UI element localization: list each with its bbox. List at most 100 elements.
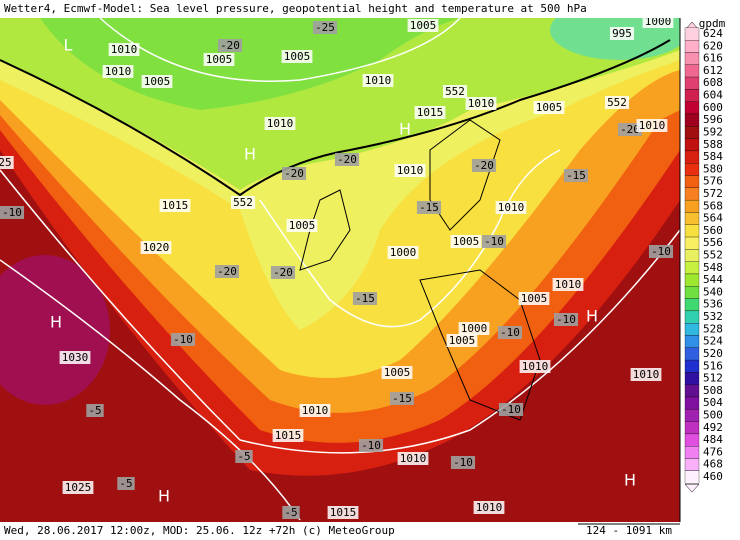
legend-swatch bbox=[684, 212, 700, 225]
temperature-label-box bbox=[553, 313, 579, 326]
isobar-label: 1005 bbox=[449, 334, 476, 347]
legend-label: 484 bbox=[703, 433, 723, 446]
temperature-label: -20 bbox=[337, 153, 357, 166]
legend-swatch bbox=[684, 347, 700, 361]
temperature-label-box bbox=[312, 21, 338, 34]
pressure-center-label: L bbox=[64, 36, 73, 55]
legend-swatch bbox=[684, 199, 700, 213]
isobar-label: 1010 bbox=[397, 164, 424, 177]
legend-swatch bbox=[684, 433, 700, 447]
isobar-label-box bbox=[450, 235, 482, 248]
legend-swatch bbox=[684, 224, 700, 238]
isobar-label-box bbox=[397, 452, 429, 465]
temperature-label-box bbox=[648, 245, 674, 258]
legend-label: 528 bbox=[703, 322, 723, 335]
legend-label: 624 bbox=[703, 27, 723, 40]
legend-label: 584 bbox=[703, 150, 723, 163]
isobar-label: 1015 bbox=[275, 429, 302, 442]
legend-label: 512 bbox=[703, 372, 723, 385]
legend-label: 616 bbox=[703, 52, 723, 65]
temperature-label-box bbox=[352, 292, 378, 305]
temperature-label-box bbox=[471, 159, 497, 172]
legend-label: 520 bbox=[703, 347, 723, 360]
isobar-label: 1010 bbox=[365, 74, 392, 87]
header-title: Wetter4, Ecmwf-Model: Sea level pressure… bbox=[4, 2, 587, 15]
temperature-label-box bbox=[416, 201, 442, 214]
footer-text: Wed, 28.06.2017 12:00z, MOD: 25.06. 12z … bbox=[4, 524, 395, 537]
temperature-label-box bbox=[214, 265, 240, 278]
isobar-label-box bbox=[299, 404, 331, 417]
isobar-label: 1010 bbox=[468, 97, 495, 110]
temperature-label: -20 bbox=[220, 39, 240, 52]
isobar-label-box bbox=[203, 53, 235, 66]
temperature-label: -10 bbox=[484, 235, 504, 248]
legend-swatch bbox=[684, 89, 700, 102]
isobar-label: 552 bbox=[445, 85, 465, 98]
isobar-label: 1010 bbox=[476, 501, 503, 514]
legend-swatch bbox=[684, 359, 700, 373]
temperature-label-box bbox=[270, 266, 296, 279]
isobar-label-box bbox=[59, 351, 91, 364]
legend-swatch bbox=[684, 273, 700, 287]
isobar-label: 1005 bbox=[410, 19, 437, 32]
legend-swatch bbox=[684, 138, 700, 152]
isobar-label-box bbox=[0, 156, 14, 169]
isobar-label-box bbox=[533, 101, 565, 114]
isobar-label: 1005 bbox=[453, 235, 480, 248]
legend: 6246206166126086046005965925885845805765… bbox=[684, 21, 723, 493]
isobar-label: 1010 bbox=[302, 404, 329, 417]
isobar-label: 1005 bbox=[144, 75, 171, 88]
pressure-center-label: H bbox=[399, 120, 411, 139]
temperature-label: -10 bbox=[500, 326, 520, 339]
legend-label: 620 bbox=[703, 39, 723, 52]
temperature-label: -10 bbox=[651, 245, 671, 258]
isobar-label-box bbox=[630, 368, 662, 381]
legend-label: 508 bbox=[703, 384, 723, 397]
isobar-label-box bbox=[495, 201, 527, 214]
isobar-label-box bbox=[230, 196, 256, 209]
isobar-label-box bbox=[264, 117, 296, 130]
legend-label: 504 bbox=[703, 396, 723, 409]
legend-swatch bbox=[684, 249, 700, 262]
legend-swatch bbox=[684, 396, 700, 410]
isobar-label: 1010 bbox=[111, 43, 138, 56]
legend-label: 532 bbox=[703, 310, 723, 323]
legend-arrow bbox=[684, 483, 700, 493]
isobar-label-box bbox=[458, 322, 490, 335]
legend-label: 468 bbox=[703, 458, 723, 471]
legend-swatch bbox=[684, 150, 700, 164]
isobar-label-box bbox=[141, 75, 173, 88]
isobar-label-box bbox=[327, 506, 359, 519]
isobar-label: 1030 bbox=[62, 351, 89, 364]
isobar-label: 1010 bbox=[555, 278, 582, 291]
isobar-label: 1025 bbox=[65, 481, 92, 494]
isobar-label: 1005 bbox=[289, 219, 316, 232]
temperature-label-box bbox=[217, 39, 243, 52]
legend-label: 592 bbox=[703, 125, 723, 138]
temperature-label: -10 bbox=[173, 333, 193, 346]
legend-label: 516 bbox=[703, 359, 723, 372]
isobar-label-box bbox=[407, 19, 439, 32]
temperature-label: -20 bbox=[284, 167, 304, 180]
legend-swatch bbox=[684, 286, 700, 299]
isobar-label-box bbox=[642, 15, 674, 28]
isobar-label-box bbox=[518, 292, 550, 305]
isobar-label: 1010 bbox=[400, 452, 427, 465]
pressure-center-label: H bbox=[244, 145, 256, 164]
isobar-label: 1010 bbox=[105, 65, 132, 78]
temperature-label: -20 bbox=[273, 266, 293, 279]
legend-label: 492 bbox=[703, 421, 723, 434]
isobar-line bbox=[99, 17, 461, 82]
legend-swatch bbox=[684, 323, 700, 336]
temperature-label-box bbox=[117, 477, 135, 490]
isobar-label-box bbox=[140, 241, 172, 254]
temperature-label: -25 bbox=[315, 21, 335, 34]
isobar-label: 1010 bbox=[267, 117, 294, 130]
isobar-label: 1015 bbox=[417, 106, 444, 119]
legend-label: 524 bbox=[703, 335, 723, 348]
legend-label: 560 bbox=[703, 224, 723, 237]
scale-label: 124 - 1091 km bbox=[586, 524, 672, 537]
temperature-label-box bbox=[389, 392, 415, 405]
isobar-label-box bbox=[62, 481, 94, 494]
